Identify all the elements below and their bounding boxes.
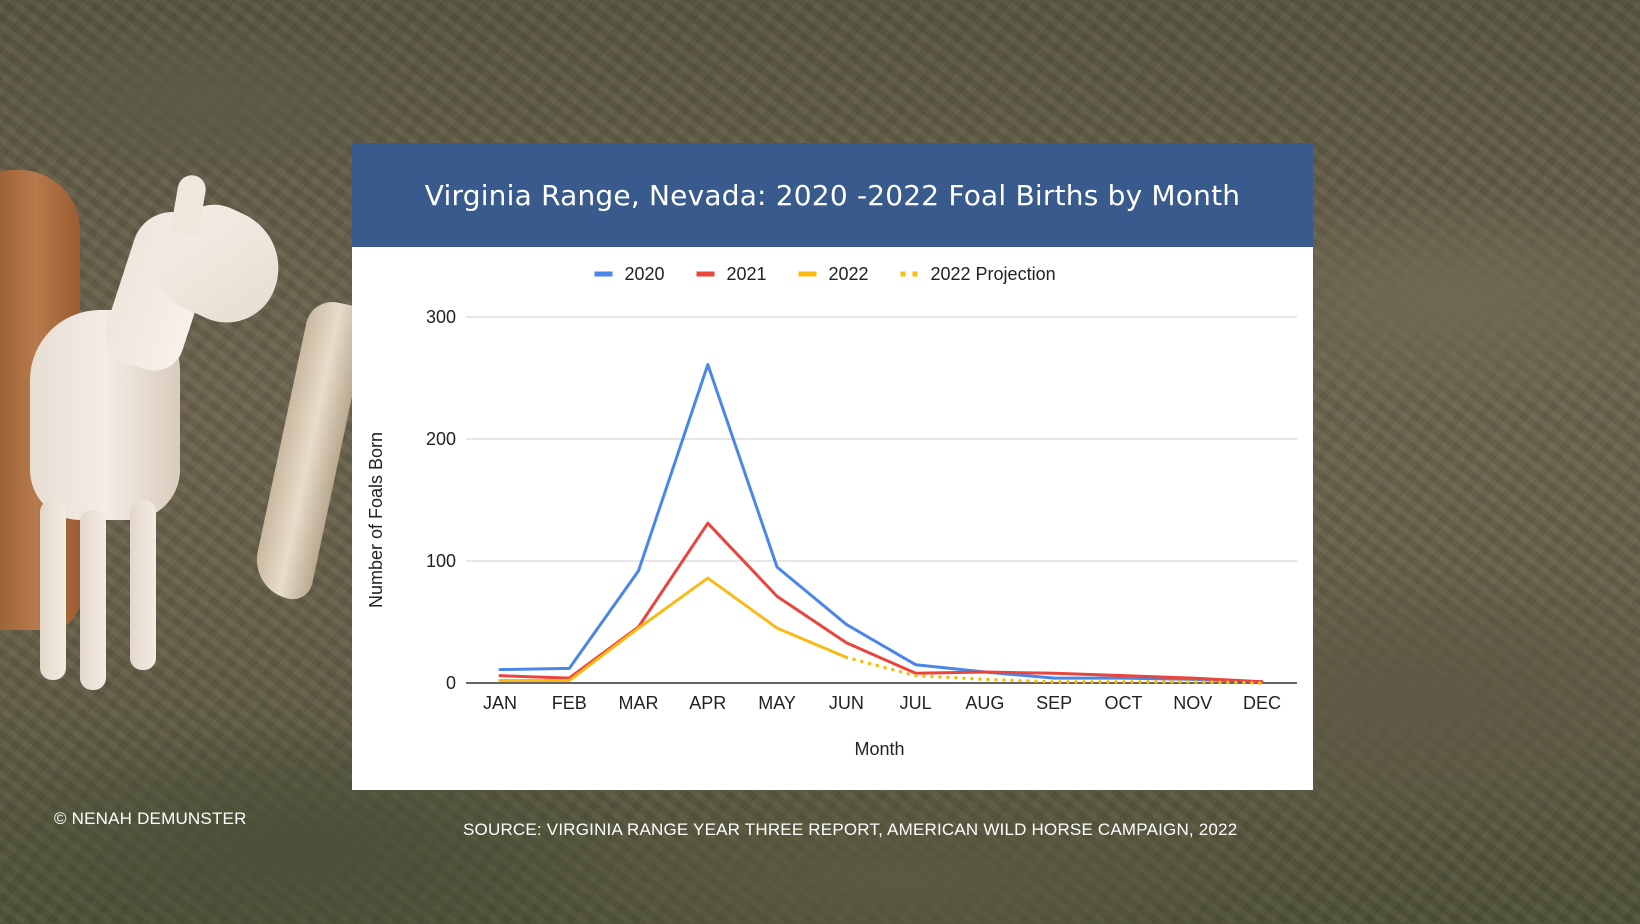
x-tick-label: JAN [483, 693, 517, 713]
x-tick-label: OCT [1104, 693, 1142, 713]
x-tick-label: NOV [1173, 693, 1212, 713]
x-tick-label: FEB [552, 693, 587, 713]
x-tick-label: MAR [619, 693, 659, 713]
x-tick-label: DEC [1243, 693, 1281, 713]
series-line-2022-projection [844, 655, 1264, 685]
series-line-2022 [498, 576, 848, 683]
chart-card: Virginia Range, Nevada: 2020 -2022 Foal … [352, 143, 1313, 790]
legend-label: 2022 Projection [931, 264, 1056, 284]
x-tick-label: MAY [758, 693, 796, 713]
foal-leg [80, 510, 106, 690]
x-tick-label: JUN [829, 693, 864, 713]
y-tick-label: 300 [426, 307, 456, 327]
legend-label: 2020 [625, 264, 665, 284]
chart-title: Virginia Range, Nevada: 2020 -2022 Foal … [424, 178, 1241, 212]
y-tick-label: 200 [426, 429, 456, 449]
x-tick-label: APR [689, 693, 726, 713]
legend-label: 2021 [727, 264, 767, 284]
x-tick-label: SEP [1036, 693, 1072, 713]
series-line-2020 [498, 363, 1264, 684]
source-note: SOURCE: VIRGINIA RANGE YEAR THREE REPORT… [463, 820, 1238, 839]
legend-label: 2022 [829, 264, 869, 284]
x-axis-title: Month [854, 739, 904, 759]
x-tick-label: AUG [965, 693, 1004, 713]
y-tick-label: 0 [446, 673, 456, 693]
foal-leg [130, 500, 156, 670]
x-tick-label: JUL [900, 693, 932, 713]
y-tick-label: 100 [426, 551, 456, 571]
y-axis-title: Number of Foals Born [366, 432, 386, 608]
photo-credit: © NENAH DEMUNSTER [54, 809, 247, 828]
chart-header: Virginia Range, Nevada: 2020 -2022 Foal … [352, 143, 1313, 247]
line-chart: 0 100 200 300 JAN FEB MAR APR MAY JUN JUL AUG SEP OCT… [366, 264, 1297, 759]
foal-leg [40, 500, 66, 680]
